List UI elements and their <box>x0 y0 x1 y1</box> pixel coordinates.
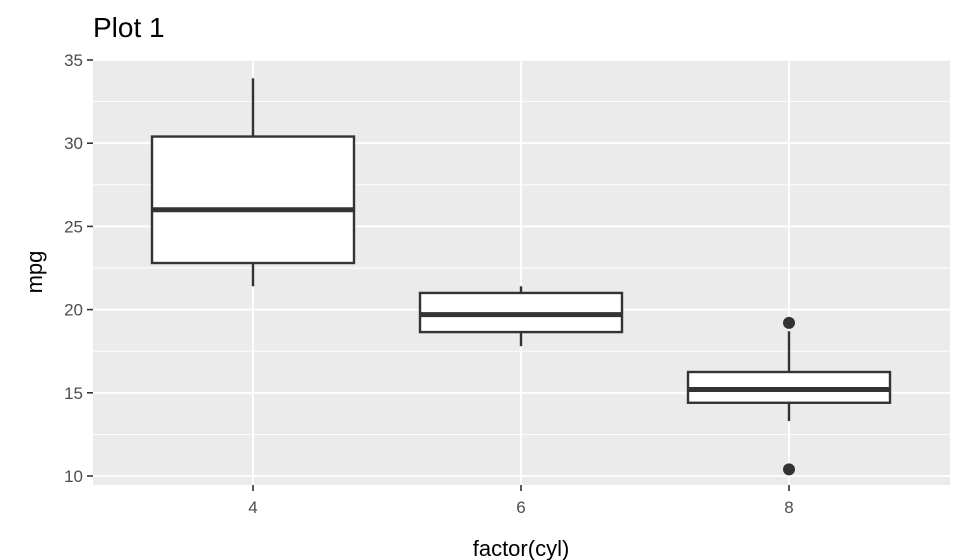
x-tick-label: 8 <box>784 498 793 517</box>
x-tick-label: 4 <box>248 498 257 517</box>
y-tick-label: 15 <box>64 384 83 403</box>
box-group <box>150 78 356 287</box>
y-tick-label: 35 <box>64 51 83 70</box>
y-axis-title: mpg <box>22 251 47 294</box>
outlier-point <box>783 316 795 329</box>
y-axis: 10 15 20 25 30 35 <box>64 51 93 486</box>
boxes <box>150 78 892 476</box>
iqr-box <box>150 135 356 265</box>
chart-title: Plot 1 <box>93 12 165 43</box>
x-axis: 4 6 8 <box>248 485 794 517</box>
box-group <box>418 286 624 347</box>
y-tick-label: 20 <box>64 301 83 320</box>
outlier-point <box>783 463 795 476</box>
x-axis-title: factor(cyl) <box>473 536 570 560</box>
y-tick-label: 10 <box>64 467 83 486</box>
x-tick-label: 6 <box>516 498 525 517</box>
box-group <box>686 316 892 476</box>
y-tick-label: 25 <box>64 217 83 236</box>
y-tick-label: 30 <box>64 134 83 153</box>
